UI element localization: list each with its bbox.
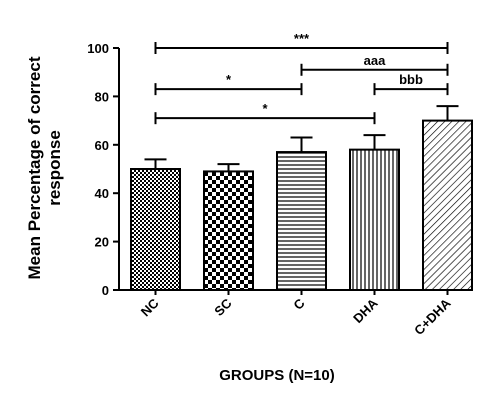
significance-label: * bbox=[226, 72, 232, 87]
x-tick-label: C+DHA bbox=[411, 295, 454, 338]
x-axis-title: GROUPS (N=10) bbox=[219, 367, 334, 384]
significance-label: * bbox=[262, 101, 268, 116]
bar-c-dha bbox=[422, 119, 473, 291]
y-tick-label: 40 bbox=[95, 186, 109, 201]
x-tick-label: SC bbox=[211, 295, 235, 319]
bar-dha bbox=[349, 148, 400, 291]
significance-label: *** bbox=[294, 31, 310, 46]
error-bars bbox=[144, 105, 459, 172]
y-axis-title-line2: response bbox=[45, 130, 64, 206]
y-tick-label: 20 bbox=[95, 235, 109, 250]
bar-c bbox=[276, 151, 327, 291]
bar-sc bbox=[203, 170, 254, 291]
y-tick-label: 60 bbox=[95, 138, 109, 153]
y-tick-label: 0 bbox=[102, 283, 109, 298]
bar-nc bbox=[130, 168, 181, 291]
x-tick-label: NC bbox=[138, 295, 162, 319]
x-tick-label: C bbox=[290, 295, 308, 313]
y-axis-title-line1: Mean Percentage of correct bbox=[25, 56, 44, 279]
significance-label: aaa bbox=[364, 53, 386, 68]
x-tick-label: DHA bbox=[350, 295, 381, 326]
y-axis-title: Mean Percentage of correct response bbox=[25, 56, 64, 279]
y-tick-label: 100 bbox=[87, 41, 109, 56]
y-tick-label: 80 bbox=[95, 89, 109, 104]
significance-brackets: *** aaa * bbb * bbox=[154, 31, 449, 125]
significance-label: bbb bbox=[399, 72, 423, 87]
